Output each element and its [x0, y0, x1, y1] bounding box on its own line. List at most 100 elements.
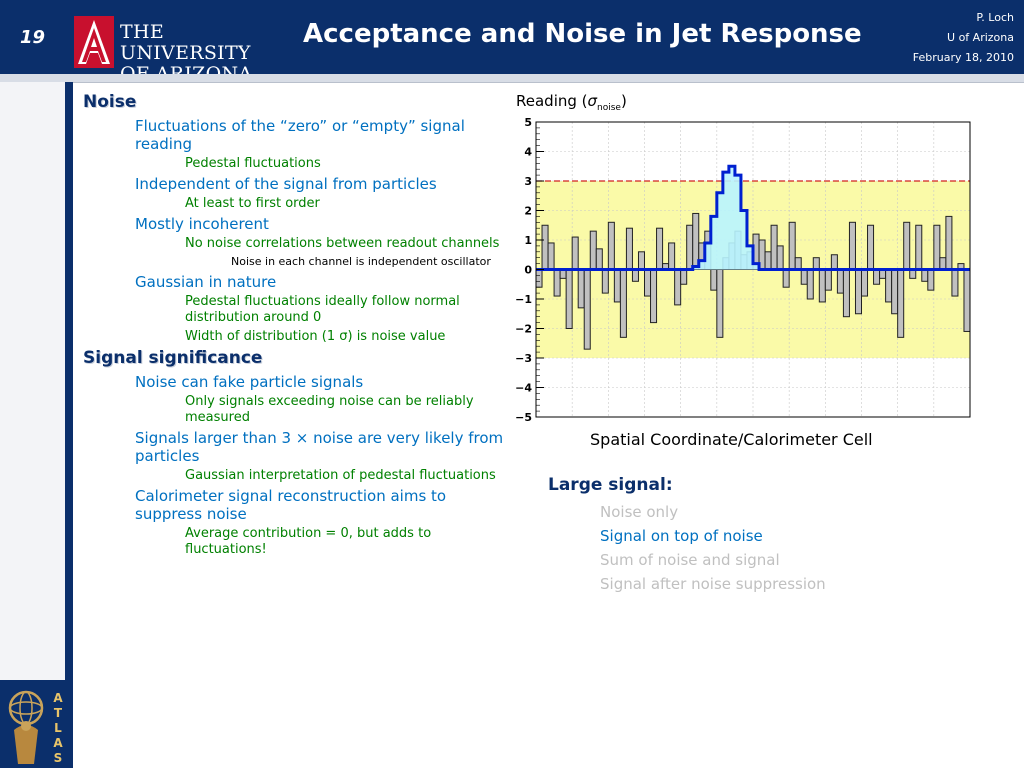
large-signal-item: Noise only: [600, 503, 679, 521]
y-tick-label: 4: [524, 146, 532, 159]
noise-bar: [945, 215, 953, 270]
y-tick-label: −3: [515, 352, 532, 365]
noise-bar: [565, 269, 573, 329]
bullet-level-1: Noise: [83, 92, 137, 112]
noise-bar: [776, 245, 784, 270]
slide-title: Acceptance and Noise in Jet Response: [303, 19, 862, 49]
noise-bar: [613, 269, 621, 303]
noise-bar: [891, 269, 899, 315]
bullet-level-3: Gaussian interpretation of pedestal fluc…: [185, 468, 496, 483]
bullet-level-4: Noise in each channel is independent osc…: [231, 255, 491, 268]
noise-bar: [963, 269, 971, 332]
bullet-level-3: Width of distribution (1 σ) is noise val…: [185, 329, 446, 344]
noise-bar: [764, 251, 772, 271]
noise-bar: [547, 242, 555, 270]
header-divider: [0, 74, 1024, 83]
noise-bar: [836, 269, 844, 294]
bullet-level-2: Gaussian in nature: [135, 273, 277, 291]
noise-bar: [674, 269, 682, 306]
noise-bar: [842, 269, 850, 318]
y-tick-label: 5: [524, 116, 532, 129]
noise-bar: [951, 269, 959, 297]
bullet-level-3: No noise correlations between readout ch…: [185, 236, 500, 251]
noise-bar: [854, 269, 863, 315]
noise-bar: [861, 269, 869, 297]
noise-bar: [885, 269, 893, 303]
arizona-a-logo-icon: [74, 16, 114, 68]
noise-bar: [571, 236, 579, 271]
noise-bar: [601, 269, 609, 294]
noise-bar: [680, 269, 688, 285]
bullet-list: Noise Fluctuations of the “zero” or “empt…: [83, 92, 513, 561]
bullet-level-2: Independent of the signal from particles: [135, 175, 437, 193]
side-panel: [0, 82, 73, 768]
svg-text:L: L: [54, 721, 62, 735]
svg-text:T: T: [54, 706, 63, 720]
meta-date: February 18, 2010: [912, 51, 1014, 64]
noise-bar: [903, 221, 911, 271]
noise-bar: [668, 242, 676, 270]
large-signal-title: Large signal:: [548, 475, 673, 495]
large-signal-legend: Large signal: Noise only Signal on top of…: [548, 475, 826, 599]
bullet-level-2: Noise can fake particle signals: [135, 373, 364, 391]
noise-bar: [818, 269, 826, 303]
noise-bar: [535, 269, 543, 288]
noise-bar: [607, 221, 615, 271]
noise-bar: [848, 221, 856, 271]
svg-text:A: A: [53, 691, 63, 705]
noise-bar: [770, 224, 778, 270]
noise-bar: [897, 269, 905, 338]
y-tick-label: 0: [524, 264, 532, 277]
noise-bar: [921, 269, 929, 282]
noise-bar: [716, 269, 724, 338]
header-bar: 19 THE UNIVERSITY OF ARIZONA. Acceptance…: [0, 0, 1024, 85]
meta-affiliation: U of Arizona: [947, 31, 1014, 44]
bullet-level-3: Pedestal fluctuations: [185, 156, 321, 171]
noise-bar: [631, 269, 639, 282]
chart-xlabel: Spatial Coordinate/Calorimeter Cell: [590, 430, 873, 449]
noise-bar: [583, 269, 591, 350]
noise-bar: [589, 230, 597, 270]
noise-bar: [650, 269, 658, 324]
y-tick-label: 2: [524, 205, 532, 218]
y-tick-label: −2: [515, 323, 532, 336]
noise-bar: [824, 269, 832, 291]
bullet-level-2: Calorimeter signal reconstruction aims t…: [135, 487, 447, 523]
chart-ylabel-suffix: ): [620, 92, 627, 110]
noise-signal-chart: −5 −4 −3 −2 −1 0 1 2 3 4 5: [515, 116, 971, 424]
noise-bar: [541, 224, 549, 270]
noise-bar: [939, 257, 947, 270]
noise-bar: [577, 269, 585, 309]
side-divider: [65, 82, 73, 768]
large-signal-item: Sum of noise and signal: [600, 551, 780, 569]
noise-bar: [595, 248, 603, 271]
slide-meta: P. Loch U of Arizona February 18, 2010: [913, 8, 1014, 68]
chart-ylabel-sub: noise: [597, 103, 621, 113]
y-tick-label: 3: [524, 175, 532, 188]
noise-bar: [656, 227, 664, 270]
noise-bar: [867, 224, 875, 270]
noise-bar: [933, 224, 941, 270]
y-tick-label: −1: [515, 293, 532, 306]
noise-bar: [710, 269, 718, 291]
noise-bar: [619, 269, 627, 338]
noise-bar: [800, 269, 808, 285]
noise-bar: [830, 254, 838, 270]
noise-bar: [927, 269, 935, 291]
large-signal-item: Signal after noise suppression: [600, 575, 826, 593]
meta-author: P. Loch: [976, 11, 1014, 24]
university-logo: THE UNIVERSITY OF ARIZONA.: [74, 16, 262, 85]
noise-bar: [625, 227, 633, 270]
noise-bar: [873, 269, 881, 285]
noise-bar: [806, 269, 814, 300]
chart-ylabel: Reading (σnoise): [516, 92, 627, 113]
noise-bar: [686, 224, 694, 270]
bullet-level-2: Signals larger than 3 × noise are very l…: [135, 429, 504, 465]
svg-text:A: A: [53, 736, 63, 750]
bullet-level-3: At least to first order: [185, 196, 320, 211]
svg-text:S: S: [54, 751, 63, 765]
y-tick-label: −4: [515, 382, 532, 395]
signal-line: [536, 164, 970, 271]
noise-bar: [812, 257, 820, 270]
large-signal-items: Noise only Signal on top of noise Sum of n…: [548, 503, 826, 593]
